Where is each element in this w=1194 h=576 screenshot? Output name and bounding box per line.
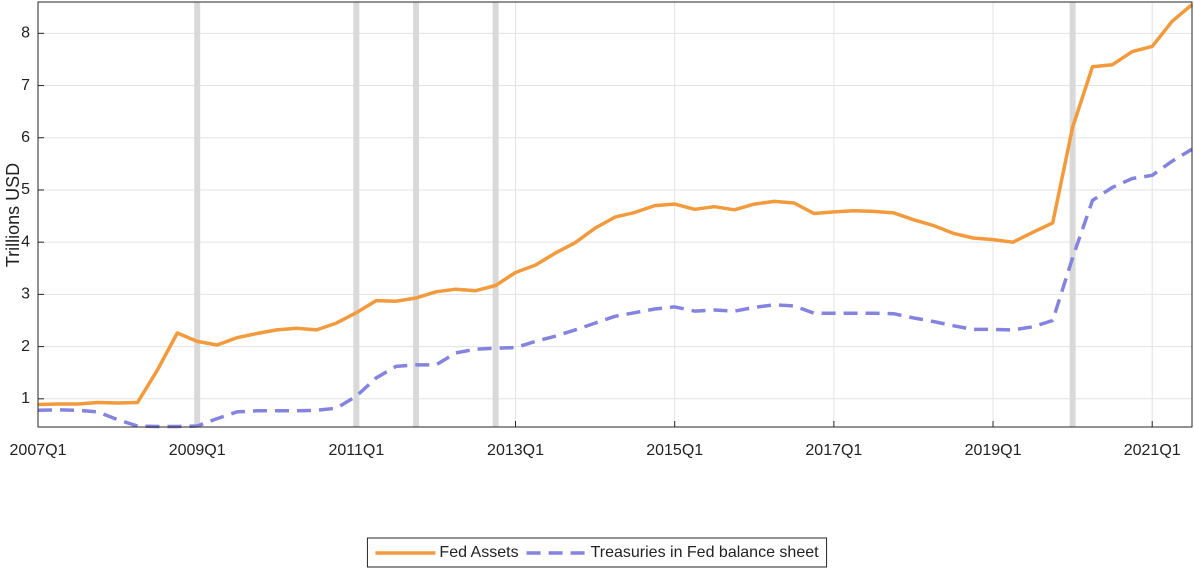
plot-area <box>38 2 1192 427</box>
y-tick-label: 8 <box>21 25 30 42</box>
y-axis-label: Trillions USD <box>3 163 23 267</box>
x-tick-label: 2019Q1 <box>965 442 1022 459</box>
x-tick-label: 2009Q1 <box>169 442 226 459</box>
y-tick-label: 5 <box>21 181 30 198</box>
axes-box <box>37 1 1193 428</box>
y-tick-label: 7 <box>21 77 30 94</box>
y-tick-label: 1 <box>21 390 30 407</box>
x-tick-label: 2017Q1 <box>805 442 862 459</box>
legend-label: Treasuries in Fed balance sheet <box>591 544 820 561</box>
x-tick-label: 2015Q1 <box>646 442 703 459</box>
x-tick-label: 2011Q1 <box>328 442 384 459</box>
legend: Fed Assets Treasuries in Fed balance shee… <box>366 537 828 568</box>
legend-box <box>366 537 828 568</box>
y-tick-label: 3 <box>21 286 30 303</box>
y-tick-label: 2 <box>21 338 30 355</box>
x-tick-label: 2013Q1 <box>487 442 544 459</box>
y-tick-label: 4 <box>21 233 30 250</box>
y-tick-label: 6 <box>21 129 30 146</box>
x-tick-label: 2021Q1 <box>1124 442 1181 459</box>
x-tick-label: 2007Q1 <box>10 442 67 459</box>
legend-label: Fed Assets <box>439 544 518 561</box>
line-series <box>37 3 1194 407</box>
line-series <box>37 147 1193 429</box>
